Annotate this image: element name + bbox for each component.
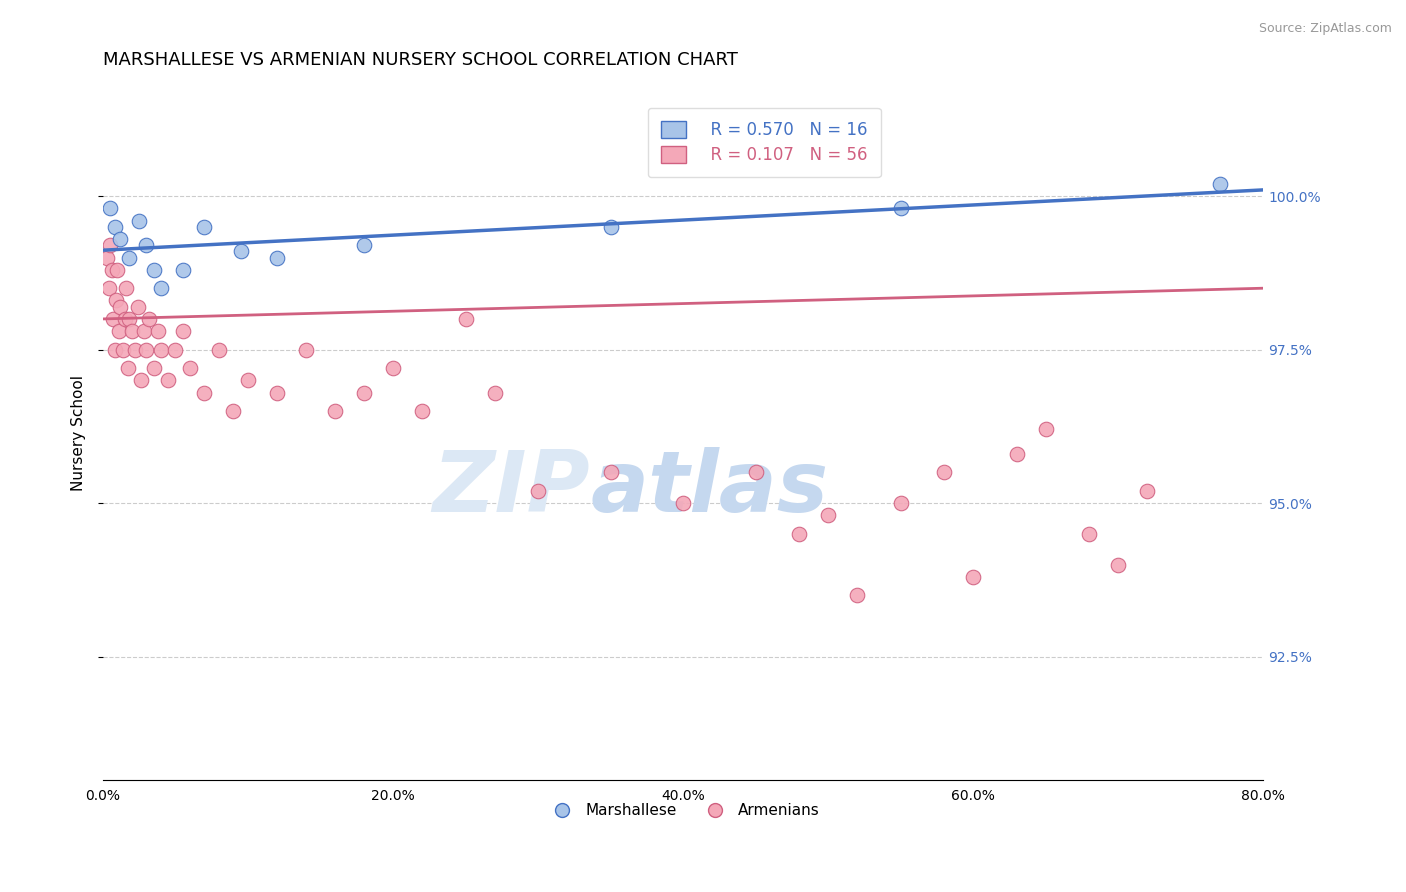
Point — [157, 373, 180, 387]
Y-axis label: Nursery School: Nursery School — [72, 375, 86, 491]
Point — [142, 262, 165, 277]
Point — [112, 343, 135, 357]
Point — [229, 244, 252, 259]
Point — [934, 466, 956, 480]
Point — [146, 324, 169, 338]
Point — [179, 361, 201, 376]
Point — [97, 281, 120, 295]
Text: ZIP: ZIP — [433, 447, 591, 530]
Point — [127, 300, 149, 314]
Point — [138, 312, 160, 326]
Point — [208, 343, 231, 357]
Point — [1078, 527, 1101, 541]
Point — [1208, 177, 1230, 191]
Point — [222, 404, 245, 418]
Point — [236, 373, 259, 387]
Point — [484, 385, 506, 400]
Point — [165, 343, 187, 357]
Point — [890, 202, 912, 216]
Point — [124, 343, 146, 357]
Point — [118, 251, 141, 265]
Point — [135, 238, 157, 252]
Point — [266, 251, 288, 265]
Legend: Marshallese, Armenians: Marshallese, Armenians — [541, 797, 825, 824]
Point — [1035, 422, 1057, 436]
Point — [193, 385, 215, 400]
Point — [846, 588, 869, 602]
Point — [193, 219, 215, 234]
Point — [172, 262, 194, 277]
Point — [527, 483, 550, 498]
Point — [890, 496, 912, 510]
Point — [108, 324, 131, 338]
Point — [1107, 558, 1129, 572]
Point — [110, 232, 132, 246]
Point — [118, 312, 141, 326]
Text: Source: ZipAtlas.com: Source: ZipAtlas.com — [1258, 22, 1392, 36]
Text: atlas: atlas — [591, 447, 828, 530]
Point — [599, 219, 621, 234]
Point — [817, 508, 839, 523]
Point — [117, 361, 139, 376]
Point — [599, 466, 621, 480]
Point — [110, 300, 132, 314]
Point — [323, 404, 346, 418]
Point — [107, 262, 129, 277]
Point — [100, 262, 122, 277]
Point — [128, 213, 150, 227]
Point — [149, 281, 172, 295]
Point — [454, 312, 477, 326]
Point — [103, 219, 125, 234]
Point — [98, 238, 121, 252]
Point — [96, 251, 118, 265]
Point — [672, 496, 695, 510]
Point — [98, 202, 121, 216]
Point — [103, 343, 125, 357]
Point — [1136, 483, 1159, 498]
Point — [353, 238, 375, 252]
Point — [129, 373, 152, 387]
Point — [295, 343, 318, 357]
Point — [353, 385, 375, 400]
Point — [266, 385, 288, 400]
Point — [104, 293, 127, 308]
Point — [382, 361, 405, 376]
Point — [1005, 447, 1028, 461]
Point — [114, 312, 136, 326]
Point — [787, 527, 810, 541]
Point — [142, 361, 165, 376]
Point — [744, 466, 766, 480]
Point — [121, 324, 143, 338]
Point — [115, 281, 138, 295]
Point — [962, 570, 984, 584]
Point — [149, 343, 172, 357]
Point — [411, 404, 433, 418]
Point — [135, 343, 157, 357]
Point — [101, 312, 124, 326]
Point — [172, 324, 194, 338]
Point — [132, 324, 155, 338]
Text: MARSHALLESE VS ARMENIAN NURSERY SCHOOL CORRELATION CHART: MARSHALLESE VS ARMENIAN NURSERY SCHOOL C… — [103, 51, 738, 69]
